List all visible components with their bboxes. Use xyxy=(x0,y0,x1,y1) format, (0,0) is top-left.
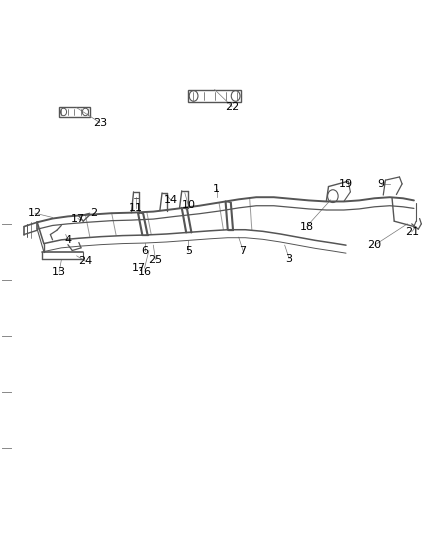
Text: 24: 24 xyxy=(78,256,92,266)
Text: 21: 21 xyxy=(405,227,419,237)
Text: 20: 20 xyxy=(367,240,381,250)
Text: 9: 9 xyxy=(378,179,385,189)
Text: 5: 5 xyxy=(185,246,192,255)
Text: 17: 17 xyxy=(132,263,146,273)
Text: 14: 14 xyxy=(164,195,178,205)
Text: 18: 18 xyxy=(300,222,314,231)
Text: 2: 2 xyxy=(91,208,98,218)
Text: 23: 23 xyxy=(93,118,107,127)
Text: 7: 7 xyxy=(240,246,247,255)
Text: 10: 10 xyxy=(181,200,195,210)
Text: 22: 22 xyxy=(225,102,239,111)
Text: 6: 6 xyxy=(141,246,148,255)
Text: 19: 19 xyxy=(339,179,353,189)
Text: 13: 13 xyxy=(52,267,66,277)
Text: 1: 1 xyxy=(213,184,220,194)
Text: 11: 11 xyxy=(129,203,143,213)
Text: 4: 4 xyxy=(64,235,71,245)
Text: 16: 16 xyxy=(138,267,152,277)
Text: 17: 17 xyxy=(71,214,85,223)
Text: 3: 3 xyxy=(286,254,293,263)
Text: 25: 25 xyxy=(148,255,162,264)
Text: 12: 12 xyxy=(28,208,42,218)
